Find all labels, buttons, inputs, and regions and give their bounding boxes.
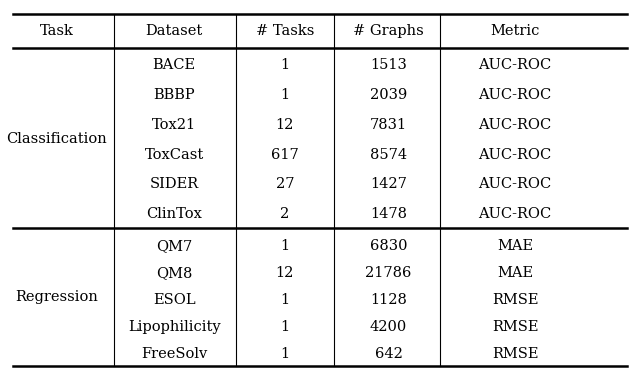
Text: 6830: 6830	[370, 239, 407, 253]
Text: FreeSolv: FreeSolv	[141, 347, 207, 361]
Text: 1: 1	[280, 347, 289, 361]
Text: # Graphs: # Graphs	[353, 24, 424, 38]
Text: 1: 1	[280, 320, 289, 334]
Text: Lipophilicity: Lipophilicity	[128, 320, 220, 334]
Text: RMSE: RMSE	[492, 347, 538, 361]
Text: Classification: Classification	[6, 132, 107, 146]
Text: ESOL: ESOL	[153, 293, 195, 307]
Text: AUC-ROC: AUC-ROC	[479, 118, 552, 132]
Text: 1: 1	[280, 88, 289, 102]
Text: 21786: 21786	[365, 266, 412, 280]
Text: 1: 1	[280, 58, 289, 72]
Text: AUC-ROC: AUC-ROC	[479, 58, 552, 72]
Text: 2: 2	[280, 207, 289, 221]
Text: # Tasks: # Tasks	[255, 24, 314, 38]
Text: 27: 27	[276, 177, 294, 192]
Text: ToxCast: ToxCast	[145, 147, 204, 162]
Text: AUC-ROC: AUC-ROC	[479, 177, 552, 192]
Text: 4200: 4200	[370, 320, 407, 334]
Text: AUC-ROC: AUC-ROC	[479, 207, 552, 221]
Text: 2039: 2039	[370, 88, 407, 102]
Text: 12: 12	[276, 118, 294, 132]
Text: 1427: 1427	[370, 177, 407, 192]
Text: MAE: MAE	[497, 239, 533, 253]
Text: Dataset: Dataset	[145, 24, 203, 38]
Text: QM7: QM7	[156, 239, 192, 253]
Text: Task: Task	[40, 24, 73, 38]
Text: 617: 617	[271, 147, 299, 162]
Text: Regression: Regression	[15, 290, 98, 304]
Text: SIDER: SIDER	[150, 177, 198, 192]
Text: 1: 1	[280, 293, 289, 307]
Text: RMSE: RMSE	[492, 293, 538, 307]
Text: 7831: 7831	[370, 118, 407, 132]
Text: AUC-ROC: AUC-ROC	[479, 147, 552, 162]
Text: Metric: Metric	[490, 24, 540, 38]
Text: BBBP: BBBP	[153, 88, 195, 102]
Text: 1: 1	[280, 239, 289, 253]
Text: 642: 642	[374, 347, 403, 361]
Text: MAE: MAE	[497, 266, 533, 280]
Text: QM8: QM8	[156, 266, 192, 280]
Text: AUC-ROC: AUC-ROC	[479, 88, 552, 102]
Text: 12: 12	[276, 266, 294, 280]
Text: ClinTox: ClinTox	[146, 207, 202, 221]
Text: 1128: 1128	[370, 293, 407, 307]
Text: 1478: 1478	[370, 207, 407, 221]
Text: 8574: 8574	[370, 147, 407, 162]
Text: 1513: 1513	[370, 58, 407, 72]
Text: BACE: BACE	[152, 58, 196, 72]
Text: RMSE: RMSE	[492, 320, 538, 334]
Text: Tox21: Tox21	[152, 118, 196, 132]
